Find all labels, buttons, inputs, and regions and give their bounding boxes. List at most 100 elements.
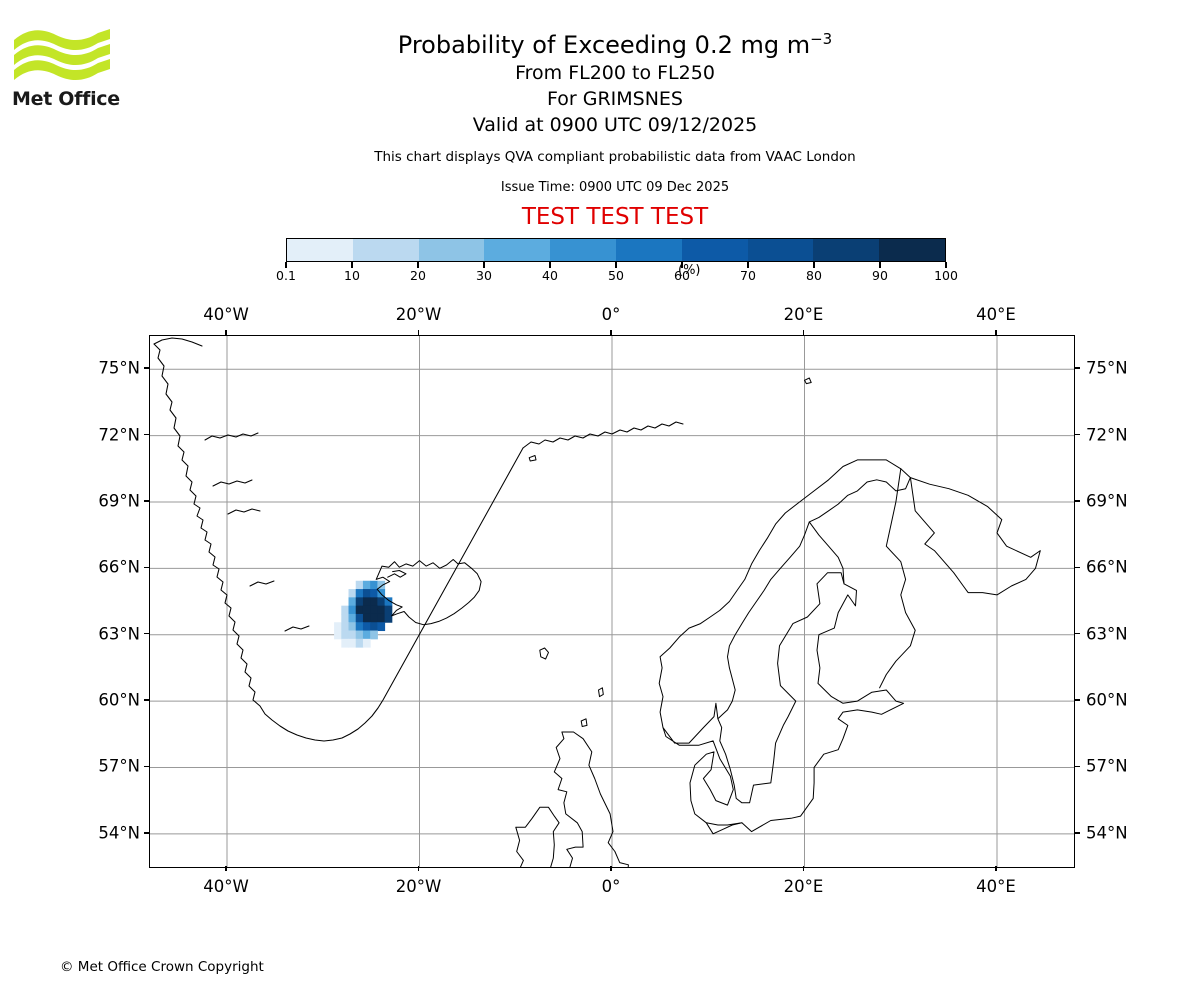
lat-label-left-5: 69°N xyxy=(98,491,140,511)
ash-cell xyxy=(377,613,386,623)
ash-cell xyxy=(355,597,364,607)
chart-header: Probability of Exceeding 0.2 mg m−3 From… xyxy=(150,24,1080,231)
lat-label-right-6: 72°N xyxy=(1086,425,1128,445)
lat-label-left-2: 60°N xyxy=(98,690,140,710)
coastline-path xyxy=(658,459,911,729)
colorbar-ticklabel-50: 50 xyxy=(608,268,624,283)
colorbar-ticklabel-60: 60 xyxy=(674,268,690,283)
lon-label-top-1: 20°W xyxy=(395,305,442,324)
lon-tick-bottom-4 xyxy=(995,866,997,871)
ash-cell xyxy=(370,597,378,607)
lat-label-left-0: 54°N xyxy=(98,823,140,843)
ash-cell xyxy=(377,622,386,632)
lon-tick-top-4 xyxy=(995,330,997,335)
colorbar-band-4 xyxy=(550,239,616,261)
ash-cell xyxy=(348,605,357,615)
coastline-path xyxy=(705,822,743,835)
ash-probability-cells xyxy=(334,580,393,648)
colorbar-tickmark-20 xyxy=(417,262,419,268)
probability-colorbar: 0.1 10 20 30 40 50 60 70 80 90 100 xyxy=(276,238,958,283)
lat-tick-left-7 xyxy=(144,367,149,369)
valid-time-subtitle: Valid at 0900 UTC 09/12/2025 xyxy=(472,114,758,136)
lon-tick-bottom-2 xyxy=(610,866,612,871)
page-title-text: Probability of Exceeding 0.2 mg m xyxy=(397,31,811,59)
lat-tick-right-6 xyxy=(1075,433,1080,436)
lon-tick-bottom-3 xyxy=(802,866,805,871)
colorbar-ticklabel-90: 90 xyxy=(872,268,888,283)
colorbar-band-5 xyxy=(615,239,682,261)
colorbar-tickmark-10 xyxy=(351,262,353,268)
coastline-path xyxy=(662,572,905,833)
ash-cell xyxy=(384,613,393,623)
coastline-path xyxy=(909,477,1041,596)
ash-cell xyxy=(377,597,386,607)
ash-cell xyxy=(341,613,350,623)
colorbar-ticklabel-80: 80 xyxy=(806,268,822,283)
lat-tick-right-3 xyxy=(1075,632,1080,635)
coastline-path xyxy=(515,806,560,867)
lon-label-bottom-0: 40°W xyxy=(203,877,249,896)
ash-cell xyxy=(334,622,342,632)
colorbar-tickmark-0.1 xyxy=(285,262,287,268)
lat-label-left-7: 75°N xyxy=(98,358,140,378)
ash-cell xyxy=(370,605,378,615)
ash-cell xyxy=(348,622,357,632)
lat-tick-left-0 xyxy=(144,832,149,834)
coastline-path xyxy=(553,731,629,867)
colorbar-band-6 xyxy=(681,239,748,261)
ash-cell xyxy=(362,613,371,623)
colorbar-band-3 xyxy=(484,239,551,261)
flight-level-subtitle: From FL200 to FL250 xyxy=(515,62,715,84)
ash-cell xyxy=(362,630,371,640)
map-gridlines xyxy=(150,336,1074,867)
lat-label-right-0: 54°N xyxy=(1086,823,1128,843)
colorbar-ticklabel-20: 20 xyxy=(410,268,426,283)
lat-tick-left-3 xyxy=(144,632,149,635)
colorbar-band-0 xyxy=(287,239,353,261)
ash-cell xyxy=(348,613,357,623)
lat-label-right-4: 66°N xyxy=(1086,557,1128,577)
colorbar-tickmark-60 xyxy=(681,262,683,268)
coastlines xyxy=(153,337,684,742)
ash-cell xyxy=(355,605,364,615)
coastline-path xyxy=(387,570,407,578)
page-title-exponent: −3 xyxy=(810,30,833,48)
lon-label-bottom-4: 40°E xyxy=(976,877,1016,896)
lon-tick-bottom-0 xyxy=(225,866,227,871)
ash-cell xyxy=(384,605,393,615)
ash-cell xyxy=(370,589,378,598)
ash-cell xyxy=(355,630,364,640)
lat-tick-right-7 xyxy=(1075,367,1080,369)
ash-cell xyxy=(362,580,371,590)
coastline-path xyxy=(539,647,549,660)
colorbar-tickmark-80 xyxy=(813,262,815,268)
lat-label-right-5: 69°N xyxy=(1086,491,1128,511)
lat-tick-left-1 xyxy=(144,765,149,768)
lon-tick-top-3 xyxy=(802,330,805,335)
ash-cell xyxy=(362,589,371,598)
ash-cell xyxy=(348,597,357,607)
ash-cell xyxy=(341,630,350,640)
lat-tick-left-2 xyxy=(144,699,149,701)
colorbar-band-2 xyxy=(418,239,485,261)
test-banner: TEST TEST TEST xyxy=(521,204,709,230)
colorbar-tickmark-40 xyxy=(549,262,551,268)
lon-tick-top-2 xyxy=(610,330,612,335)
lat-tick-left-4 xyxy=(144,566,149,568)
lat-tick-right-4 xyxy=(1075,566,1080,568)
ash-cell xyxy=(355,613,364,623)
logo-text: Met Office xyxy=(12,88,120,110)
lat-label-left-6: 72°N xyxy=(98,425,140,445)
lat-label-right-2: 60°N xyxy=(1086,690,1128,710)
ash-cell xyxy=(341,622,350,632)
coastline-path xyxy=(598,687,604,698)
ash-cell xyxy=(355,589,364,598)
colorbar-ticklabel-0.1: 0.1 xyxy=(276,268,296,283)
lon-label-top-0: 40°W xyxy=(203,305,249,324)
issue-time: Issue Time: 0900 UTC 09 Dec 2025 xyxy=(500,180,730,195)
colorbar-tickmark-30 xyxy=(483,262,485,268)
map-plot-area[interactable] xyxy=(149,335,1075,868)
lon-tick-top-1 xyxy=(417,330,420,335)
lat-tick-left-5 xyxy=(144,500,149,502)
colorbar-band-1 xyxy=(352,239,419,261)
